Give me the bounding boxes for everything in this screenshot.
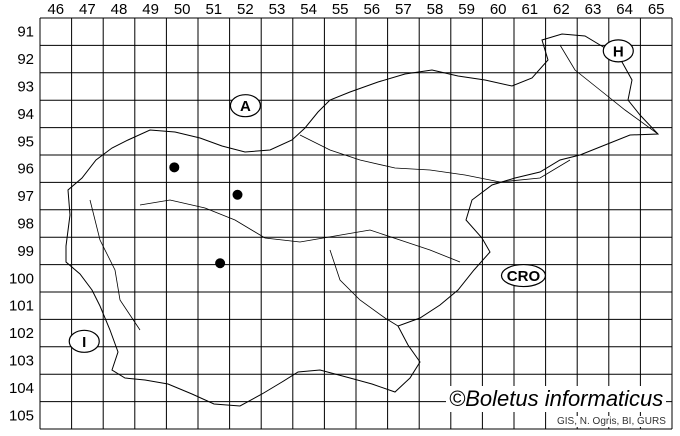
column-label: 49	[142, 1, 159, 18]
column-label: 61	[521, 1, 538, 18]
column-label: 50	[174, 1, 191, 18]
country-label: H	[613, 43, 624, 60]
row-label: 103	[9, 353, 34, 370]
row-label: 102	[9, 325, 34, 342]
row-label: 105	[9, 407, 34, 424]
row-label: 97	[17, 188, 34, 205]
column-label: 62	[553, 1, 570, 18]
source-text: GIS, N. Ogris, BI, GURS	[555, 416, 668, 427]
column-label: 57	[395, 1, 412, 18]
row-label: 96	[17, 161, 34, 178]
row-label: 92	[17, 51, 34, 68]
column-label: 46	[47, 1, 64, 18]
column-label: 48	[111, 1, 128, 18]
records	[169, 162, 243, 269]
row-label: 94	[17, 106, 34, 123]
country-label: A	[240, 98, 251, 115]
row-label: 93	[17, 79, 34, 96]
row-label: 98	[17, 216, 34, 233]
grid: 46 47 48 49 50 51 52 53 54 55 56 57 58 59 60 61 62 63 64 65…	[9, 1, 673, 430]
river	[139, 199, 461, 263]
row-label: 101	[9, 298, 34, 315]
column-label: 52	[237, 1, 254, 18]
column-label: 59	[458, 1, 475, 18]
column-label: 53	[269, 1, 286, 18]
river	[559, 44, 659, 135]
row-label: 91	[17, 24, 34, 41]
column-label: 51	[205, 1, 222, 18]
record-dot	[169, 162, 180, 173]
credit-text: ©Boletus informaticus	[446, 386, 667, 412]
country-border	[65, 33, 660, 407]
column-label: 58	[427, 1, 444, 18]
record-dot	[215, 258, 226, 269]
column-label: 65	[648, 1, 665, 18]
row-label: 104	[9, 380, 34, 397]
river	[299, 134, 571, 183]
row-label: 95	[17, 133, 34, 150]
column-label: 47	[79, 1, 96, 18]
country-label-ellipse	[68, 329, 100, 353]
column-label: 64	[616, 1, 633, 18]
column-label: 55	[332, 1, 349, 18]
record-dot	[232, 189, 243, 200]
river	[329, 249, 399, 327]
column-label: 60	[490, 1, 507, 18]
river	[89, 199, 141, 331]
country-labels: A H CRO I	[68, 39, 634, 353]
row-label: 99	[17, 243, 34, 260]
column-label: 54	[300, 1, 317, 18]
column-label: 56	[363, 1, 380, 18]
country-label-ellipse	[602, 39, 634, 63]
slovenia-border	[65, 33, 660, 407]
column-label: 63	[585, 1, 602, 18]
country-label-ellipse	[229, 94, 261, 118]
country-label: CRO	[507, 268, 541, 285]
row-label: 100	[9, 270, 34, 287]
country-label: I	[82, 334, 86, 351]
country-label-ellipse	[500, 263, 547, 288]
